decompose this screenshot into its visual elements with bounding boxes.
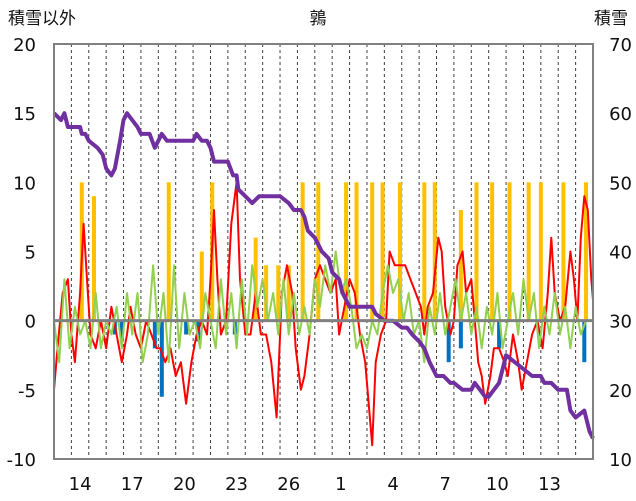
- y-tick-right: 50: [609, 173, 632, 194]
- bar: [474, 182, 479, 321]
- bar: [446, 320, 451, 363]
- bar: [432, 182, 437, 321]
- bar: [286, 265, 291, 321]
- y-tick-right: 10: [609, 450, 632, 471]
- y-tick-right: 70: [609, 35, 632, 56]
- bar: [264, 265, 269, 321]
- bar: [584, 182, 589, 321]
- bar: [91, 196, 96, 321]
- series-line: [53, 250, 593, 364]
- x-tick: 17: [121, 474, 144, 495]
- x-tick: 10: [486, 474, 509, 495]
- y-tick-left: -10: [7, 450, 36, 471]
- right-y-ticks: 70 60 50 40 30 20 10: [609, 35, 632, 471]
- y-tick-left: 5: [25, 243, 36, 264]
- bar: [119, 320, 124, 342]
- series-line: [53, 181, 594, 447]
- bar: [507, 182, 512, 321]
- bar: [166, 182, 171, 321]
- x-ticks: 14 17 20 23 26 1 4 7 10 13: [69, 474, 561, 495]
- x-tick: 7: [439, 474, 450, 495]
- bar: [490, 182, 495, 321]
- bar: [497, 320, 502, 349]
- bar: [199, 251, 204, 321]
- y-tick-left: 20: [13, 35, 36, 56]
- bar: [184, 320, 189, 335]
- bar: [152, 320, 157, 349]
- bar: [458, 210, 463, 321]
- x-tick: 26: [277, 474, 300, 495]
- y-tick-right: 20: [609, 381, 632, 402]
- x-tick: 23: [225, 474, 248, 495]
- x-tick: 20: [173, 474, 196, 495]
- bar: [159, 320, 164, 397]
- bar: [538, 182, 543, 321]
- bar: [458, 320, 463, 349]
- plot-frame: [53, 43, 594, 460]
- bar: [398, 182, 403, 321]
- x-tick: 4: [387, 474, 398, 495]
- bar: [354, 182, 359, 321]
- series-line: [52, 111, 595, 440]
- y-tick-left: 10: [13, 173, 36, 194]
- bar: [526, 182, 531, 321]
- bar: [300, 182, 305, 321]
- bar: [344, 182, 349, 321]
- y-tick-left: -5: [18, 381, 36, 402]
- bar: [380, 182, 385, 321]
- y-tick-left: 0: [25, 312, 36, 333]
- chart-title: 鶉: [310, 9, 327, 29]
- bar: [422, 182, 427, 321]
- y-tick-right: 40: [609, 243, 632, 264]
- x-tick: 14: [69, 474, 92, 495]
- bar: [316, 182, 321, 321]
- right-axis-label: 積雪: [594, 9, 628, 29]
- bar: [582, 320, 587, 363]
- x-tick: 13: [538, 474, 561, 495]
- bar: [253, 237, 258, 321]
- bar: [370, 182, 375, 321]
- y-tick-left: 15: [13, 104, 36, 125]
- x-tick: 1: [335, 474, 346, 495]
- left-y-ticks: 20 15 10 5 0 -5 -10: [7, 35, 36, 471]
- line-series: [52, 111, 595, 447]
- y-tick-right: 60: [609, 104, 632, 125]
- bar: [276, 265, 281, 321]
- bar: [561, 182, 566, 321]
- y-tick-right: 30: [609, 312, 632, 333]
- left-axis-label: 積雪以外: [8, 9, 76, 29]
